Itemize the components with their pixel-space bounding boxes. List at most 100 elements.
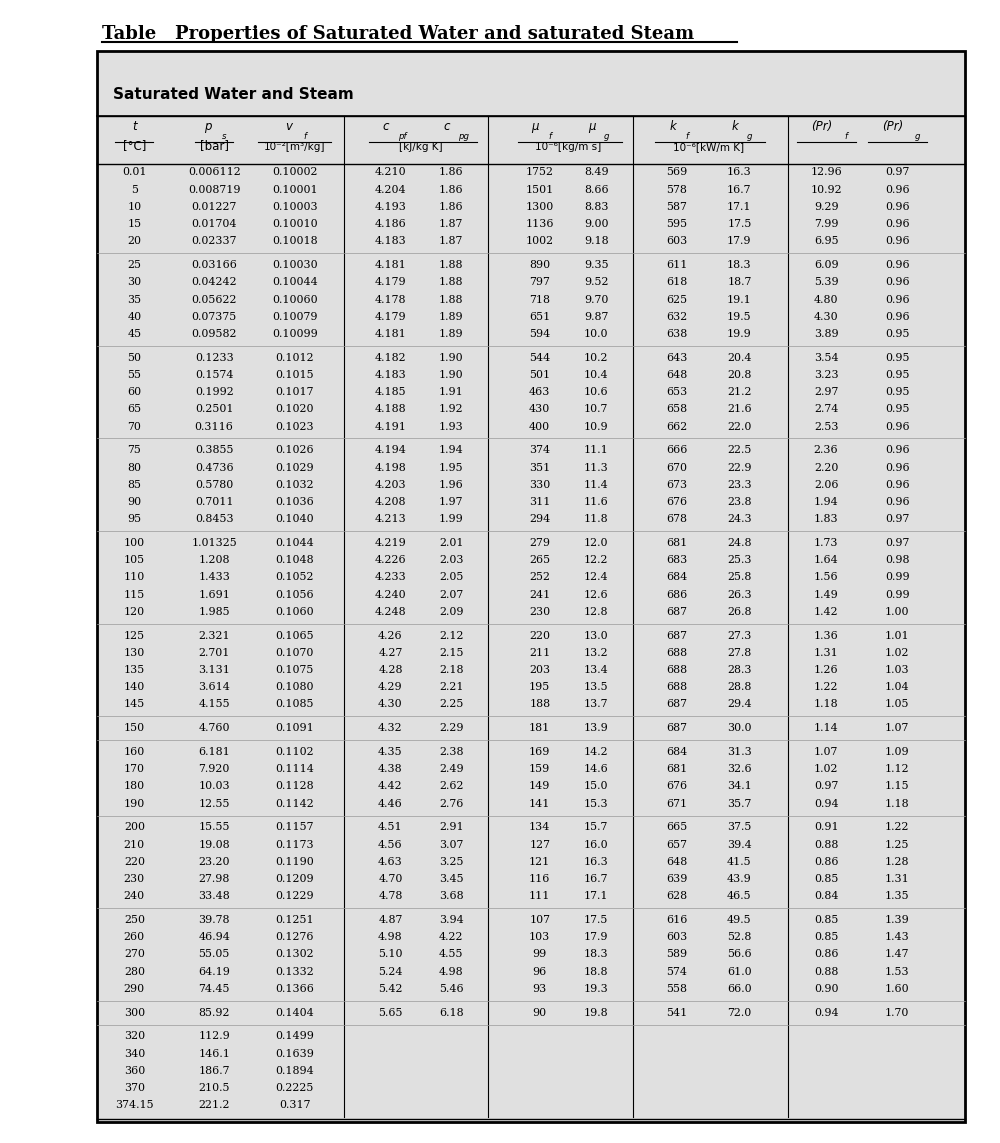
Text: 0.1065: 0.1065 bbox=[276, 631, 314, 640]
Text: 5.10: 5.10 bbox=[378, 950, 403, 959]
Text: 4.27: 4.27 bbox=[378, 648, 403, 658]
Text: s: s bbox=[222, 133, 227, 142]
Text: 594: 594 bbox=[529, 329, 550, 339]
Text: 4.179: 4.179 bbox=[375, 278, 406, 287]
Text: 1.83: 1.83 bbox=[814, 514, 838, 525]
Text: 1.05: 1.05 bbox=[885, 700, 910, 710]
Text: 19.3: 19.3 bbox=[584, 984, 608, 994]
Text: 541: 541 bbox=[666, 1008, 687, 1017]
Text: 678: 678 bbox=[666, 514, 687, 525]
Text: 55.05: 55.05 bbox=[198, 950, 230, 959]
Text: 169: 169 bbox=[529, 748, 550, 757]
Text: 19.1: 19.1 bbox=[727, 295, 752, 304]
Text: 140: 140 bbox=[124, 682, 145, 693]
Text: 13.4: 13.4 bbox=[584, 665, 608, 676]
Text: 1.91: 1.91 bbox=[439, 387, 464, 397]
Text: 280: 280 bbox=[124, 967, 145, 976]
Text: 2.18: 2.18 bbox=[439, 665, 463, 676]
Text: 125: 125 bbox=[124, 631, 145, 640]
Text: 18.3: 18.3 bbox=[584, 950, 608, 959]
Text: 190: 190 bbox=[124, 799, 145, 808]
Text: 1.53: 1.53 bbox=[885, 967, 910, 976]
Text: 0.95: 0.95 bbox=[885, 370, 910, 379]
Text: 24.3: 24.3 bbox=[727, 514, 752, 525]
Text: g: g bbox=[604, 133, 609, 142]
Text: 0.95: 0.95 bbox=[885, 329, 910, 339]
Text: 27.3: 27.3 bbox=[727, 631, 752, 640]
Text: 74.45: 74.45 bbox=[198, 984, 230, 994]
Text: [bar]: [bar] bbox=[200, 139, 229, 152]
Text: 14.2: 14.2 bbox=[584, 748, 608, 757]
Text: k: k bbox=[669, 120, 676, 133]
Text: 294: 294 bbox=[529, 514, 550, 525]
Text: 61.0: 61.0 bbox=[727, 967, 752, 976]
Text: 211: 211 bbox=[529, 648, 550, 658]
Text: 4.98: 4.98 bbox=[439, 967, 463, 976]
Text: 4.35: 4.35 bbox=[378, 748, 403, 757]
Text: 4.155: 4.155 bbox=[198, 700, 230, 710]
Text: μ: μ bbox=[588, 120, 596, 133]
Text: f: f bbox=[549, 133, 552, 142]
Text: 0.10003: 0.10003 bbox=[272, 202, 318, 211]
Text: 666: 666 bbox=[666, 446, 688, 455]
Text: 662: 662 bbox=[666, 422, 687, 432]
Text: 23.8: 23.8 bbox=[727, 497, 752, 507]
Text: 6.181: 6.181 bbox=[198, 748, 230, 757]
Text: 611: 611 bbox=[666, 261, 688, 270]
Text: 1.02: 1.02 bbox=[814, 765, 838, 774]
Text: 10.03: 10.03 bbox=[198, 782, 230, 791]
Text: 0.91: 0.91 bbox=[814, 822, 838, 832]
Text: 0.01: 0.01 bbox=[122, 168, 147, 177]
Text: 1.03: 1.03 bbox=[885, 665, 910, 676]
Text: 230: 230 bbox=[124, 874, 145, 884]
Text: 0.94: 0.94 bbox=[814, 799, 838, 808]
Text: 0.97: 0.97 bbox=[885, 538, 909, 547]
Text: 9.70: 9.70 bbox=[584, 295, 608, 304]
Text: 0.10044: 0.10044 bbox=[272, 278, 318, 287]
Text: 111: 111 bbox=[529, 892, 550, 901]
Text: 5.39: 5.39 bbox=[814, 278, 838, 287]
Text: 1.07: 1.07 bbox=[885, 724, 909, 733]
Text: 1.56: 1.56 bbox=[814, 573, 838, 583]
Text: 28.3: 28.3 bbox=[727, 665, 752, 676]
Text: 3.54: 3.54 bbox=[814, 353, 838, 362]
Text: 0.5780: 0.5780 bbox=[195, 480, 233, 490]
Text: 4.22: 4.22 bbox=[439, 933, 463, 942]
Text: 1.73: 1.73 bbox=[814, 538, 838, 547]
Text: 1.86: 1.86 bbox=[439, 168, 463, 177]
Text: 4.181: 4.181 bbox=[375, 261, 406, 270]
Text: 2.321: 2.321 bbox=[198, 631, 230, 640]
Text: 210.5: 210.5 bbox=[198, 1084, 230, 1093]
Text: 4.46: 4.46 bbox=[378, 799, 403, 808]
Text: 203: 203 bbox=[529, 665, 550, 676]
Text: 24.8: 24.8 bbox=[727, 538, 752, 547]
Text: 0.1574: 0.1574 bbox=[195, 370, 233, 379]
Text: 1.97: 1.97 bbox=[439, 497, 463, 507]
Text: 501: 501 bbox=[529, 370, 550, 379]
Text: 40: 40 bbox=[127, 312, 141, 322]
Text: 2.701: 2.701 bbox=[198, 648, 230, 658]
Text: 20.4: 20.4 bbox=[727, 353, 752, 362]
Text: 0.03166: 0.03166 bbox=[191, 261, 237, 270]
Text: 2.74: 2.74 bbox=[814, 405, 838, 415]
Text: 19.8: 19.8 bbox=[584, 1008, 608, 1017]
Text: 39.4: 39.4 bbox=[727, 840, 752, 849]
Text: 658: 658 bbox=[666, 405, 687, 415]
Text: 2.49: 2.49 bbox=[439, 765, 463, 774]
Text: 0.96: 0.96 bbox=[885, 278, 910, 287]
Text: 0.10060: 0.10060 bbox=[272, 295, 318, 304]
Text: 0.317: 0.317 bbox=[279, 1101, 311, 1110]
Text: 220: 220 bbox=[529, 631, 550, 640]
Text: 279: 279 bbox=[529, 538, 550, 547]
Text: 4.56: 4.56 bbox=[378, 840, 403, 849]
Text: 0.2501: 0.2501 bbox=[195, 405, 233, 415]
Text: 3.07: 3.07 bbox=[439, 840, 463, 849]
Text: 85: 85 bbox=[127, 480, 141, 490]
Text: 4.208: 4.208 bbox=[375, 497, 406, 507]
Text: (Pr): (Pr) bbox=[811, 120, 832, 133]
Text: 75: 75 bbox=[127, 446, 141, 455]
Text: 797: 797 bbox=[529, 278, 550, 287]
Text: 653: 653 bbox=[666, 387, 687, 397]
Text: 0.1332: 0.1332 bbox=[276, 967, 314, 976]
Text: k: k bbox=[732, 120, 738, 133]
